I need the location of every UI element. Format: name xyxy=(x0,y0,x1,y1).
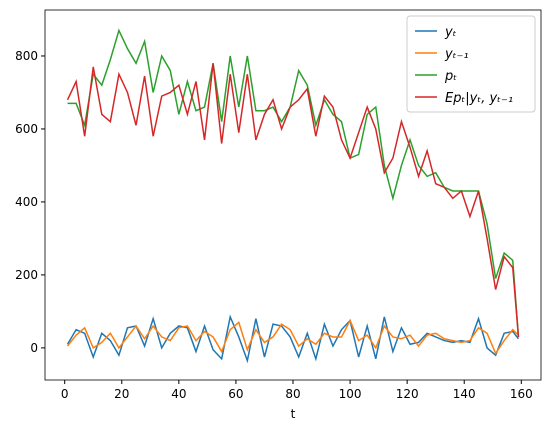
x-tick-label: 80 xyxy=(285,387,300,401)
legend-label: yₜ xyxy=(444,25,457,40)
x-tick-label: 60 xyxy=(228,387,243,401)
legend-box xyxy=(406,15,536,113)
x-tick-label: 160 xyxy=(510,387,533,401)
y-tick-label: 800 xyxy=(15,49,38,63)
x-axis-label: t xyxy=(291,407,296,421)
x-tick-label: 20 xyxy=(114,387,129,401)
x-tick-label: 0 xyxy=(61,387,69,401)
series-line xyxy=(66,314,520,364)
plot-frame xyxy=(44,9,542,381)
series-line xyxy=(66,63,520,338)
x-tick-label: 40 xyxy=(171,387,186,401)
legend-label: pₜ xyxy=(444,69,457,84)
x-tick-label: 120 xyxy=(396,387,419,401)
legend-label: Epₜ|yₜ, yₜ₋₁ xyxy=(445,91,513,106)
series-line xyxy=(66,318,519,355)
y-tick-label: 0 xyxy=(30,341,38,355)
y-tick-label: 200 xyxy=(15,268,38,282)
y-tick-label: 400 xyxy=(15,195,38,209)
x-tick-label: 140 xyxy=(453,387,476,401)
x-tick-label: 100 xyxy=(339,387,362,401)
legend-label: yₜ₋₁ xyxy=(444,47,469,62)
y-tick-label: 600 xyxy=(15,122,38,136)
